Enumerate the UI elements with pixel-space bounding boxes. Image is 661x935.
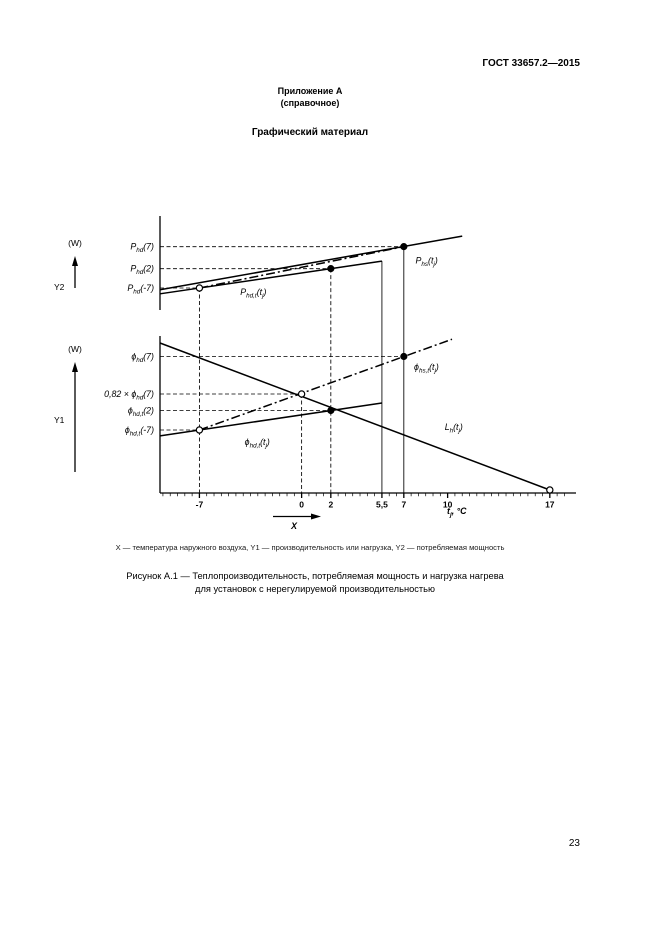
y-value-label: Phd(7): [130, 241, 154, 254]
figure-caption: Рисунок А.1 — Теплопроизводительность, п…: [15, 570, 615, 596]
y-value-label: ϕhd,t(-7): [125, 425, 154, 438]
tick-label: -7: [196, 500, 204, 510]
series-phi_hs_t: [199, 338, 453, 431]
unit-label: (W): [68, 238, 82, 248]
filled-point: [327, 406, 335, 415]
tick-label: 0: [299, 500, 304, 510]
appendix-title: Приложение А: [277, 86, 343, 96]
x-unit-label: tj, °C: [447, 506, 467, 519]
y-value-label: Phd(-7): [127, 283, 154, 296]
chart-root: -7 0 2 5,5 7 10 17 Phs(tj) Phd,t(tj) Phd(7) Phd(2)…: [54, 216, 576, 531]
series-label-P_hs: Phs(tj): [416, 255, 438, 268]
page-number: 23: [568, 838, 580, 849]
figure-caption-line1: Рисунок А.1 — Теплопроизводительность, п…: [126, 571, 504, 581]
filled-point: [400, 352, 408, 361]
x-arrowhead: [311, 513, 321, 520]
panel-name-Y2: Y2: [54, 282, 65, 292]
tick-label: 7: [401, 500, 406, 510]
appendix-note: (справочное): [280, 98, 340, 108]
series-label-phi_hd_t: ϕhd,t(tj): [245, 437, 270, 450]
y-value-label: Phd(2): [130, 263, 154, 276]
series-phi_hd_t: [159, 402, 383, 437]
series-label-phi_hs_t: ϕhs,t(tj): [414, 362, 439, 375]
filled-point: [400, 243, 408, 251]
series-P_hd_t: [159, 260, 383, 295]
series-label-P_hd_t: Phd,t(tj): [240, 287, 266, 300]
y-arrowhead-Y2: [72, 256, 78, 266]
tick-label: 5,5: [376, 500, 388, 510]
open-point: [195, 284, 204, 292]
open-point: [297, 390, 306, 398]
tick-label: 17: [545, 500, 555, 510]
figure-a1-chart: -7 0 2 5,5 7 10 17 Phs(tj) Phd,t(tj) Phd(7) Phd(2)…: [54, 216, 576, 531]
series-label-L_h: Lh(tj): [445, 422, 463, 435]
open-point: [195, 426, 204, 434]
y-arrowhead-Y1: [72, 362, 78, 372]
appendix-block: Приложение А (справочное): [20, 85, 600, 109]
figure-legend: X — температура наружного воздуха, Y1 — …: [115, 543, 505, 552]
series-P_interp: [199, 245, 404, 289]
filled-point: [327, 265, 335, 273]
standard-header: ГОСТ 33657.2—2015: [482, 58, 580, 69]
tick-label: 10: [443, 500, 453, 510]
x-arrow-label: X: [290, 521, 298, 531]
tick-label: 2: [328, 500, 333, 510]
y-value-label: ϕhd,t(2): [128, 405, 154, 418]
y-value-label: 0,82 × ϕhd(7): [104, 389, 154, 402]
section-title: Графический материал: [251, 127, 369, 138]
unit-label: (W): [68, 344, 82, 354]
panel-name-Y1: Y1: [54, 415, 65, 425]
y-value-label: ϕhd(7): [131, 351, 154, 364]
figure-caption-line2: для установок с нерегулируемой производи…: [195, 584, 435, 594]
open-point: [546, 486, 554, 494]
series-L_h: [159, 342, 551, 491]
series-P_hs: [159, 235, 463, 291]
